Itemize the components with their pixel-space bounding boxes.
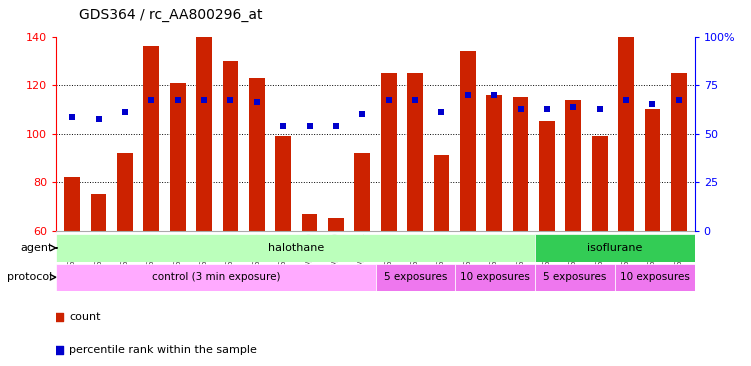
Bar	[407, 73, 423, 231]
Point	[409, 97, 421, 102]
Point	[251, 99, 263, 105]
Bar	[376, 264, 455, 291]
Bar	[433, 156, 449, 231]
Bar	[455, 264, 535, 291]
Text: 10 exposures: 10 exposures	[460, 272, 530, 282]
Bar	[249, 78, 264, 231]
Bar	[328, 219, 344, 231]
Bar	[615, 264, 695, 291]
Point	[567, 104, 579, 110]
Text: isoflurane: isoflurane	[587, 243, 643, 253]
Bar	[196, 37, 212, 231]
Bar	[592, 136, 608, 231]
Point	[145, 97, 157, 102]
Point	[92, 116, 104, 122]
Text: 5 exposures: 5 exposures	[543, 272, 607, 282]
Point	[383, 97, 395, 102]
Text: count: count	[70, 312, 101, 322]
Bar	[487, 95, 502, 231]
Bar	[170, 83, 185, 231]
Bar	[644, 109, 660, 231]
Bar	[302, 214, 318, 231]
Text: 5 exposures: 5 exposures	[384, 272, 447, 282]
Point	[277, 123, 289, 129]
Bar	[513, 97, 529, 231]
Bar	[381, 73, 397, 231]
Text: control (3 min exposure): control (3 min exposure)	[152, 272, 280, 282]
Point	[225, 97, 237, 102]
Bar	[56, 264, 376, 291]
Point	[541, 107, 553, 112]
Bar	[535, 264, 615, 291]
Text: halothane: halothane	[267, 243, 324, 253]
Point	[514, 107, 526, 112]
Point	[594, 107, 606, 112]
Point	[303, 123, 315, 129]
Point	[620, 97, 632, 102]
Point	[356, 111, 368, 117]
Text: 10 exposures: 10 exposures	[620, 272, 689, 282]
Point	[647, 101, 659, 107]
Bar	[618, 37, 634, 231]
Point	[119, 109, 131, 115]
Bar	[535, 234, 695, 262]
Point	[66, 114, 78, 120]
Point	[436, 109, 448, 115]
Point	[198, 97, 210, 102]
Bar	[460, 51, 475, 231]
Bar	[143, 46, 159, 231]
Bar	[566, 100, 581, 231]
Point	[330, 123, 342, 129]
Bar	[117, 153, 133, 231]
Bar	[56, 234, 535, 262]
Bar	[65, 177, 80, 231]
Text: agent: agent	[20, 243, 53, 253]
Bar	[539, 122, 555, 231]
Text: protocol: protocol	[8, 272, 53, 282]
Bar	[671, 73, 686, 231]
Point	[265, 197, 277, 202]
Bar	[91, 194, 107, 231]
Text: GDS364 / rc_AA800296_at: GDS364 / rc_AA800296_at	[79, 8, 262, 22]
Text: percentile rank within the sample: percentile rank within the sample	[70, 345, 258, 355]
Bar	[222, 61, 238, 231]
Bar	[354, 153, 370, 231]
Point	[488, 92, 500, 98]
Point	[462, 92, 474, 98]
Bar	[276, 136, 291, 231]
Point	[172, 97, 184, 102]
Point	[673, 97, 685, 102]
